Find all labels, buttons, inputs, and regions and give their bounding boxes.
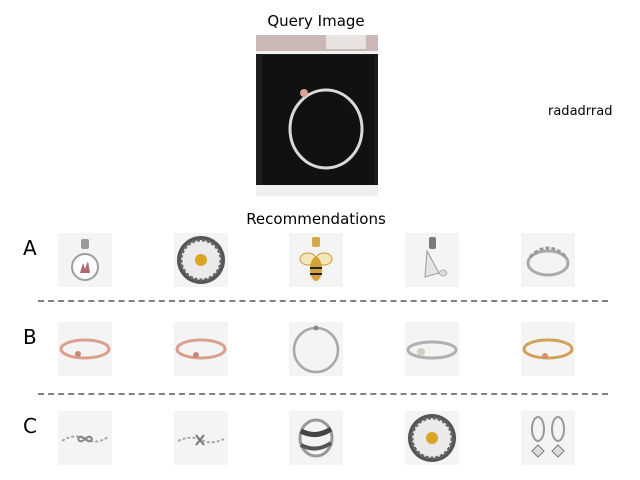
query-image	[256, 35, 378, 196]
daisy-charm-icon	[177, 236, 225, 284]
wrap-ring-icon	[298, 418, 334, 458]
gold-bangle-icon	[522, 338, 574, 360]
heart-dangle-charm-icon	[424, 237, 448, 278]
silver-bangle-icon	[292, 325, 340, 374]
silver-bangle-icon	[406, 340, 458, 360]
infinity-chain-bracelet-icon	[61, 435, 109, 443]
row-label-c: C	[23, 414, 37, 438]
rose-gold-bangle-icon	[59, 338, 111, 360]
recommendation-b-4[interactable]	[405, 322, 459, 376]
recommendation-c-2[interactable]	[174, 411, 228, 465]
user-label: radadrrad	[548, 104, 613, 119]
recommendation-b-5[interactable]	[521, 322, 575, 376]
recommendation-a-5[interactable]	[521, 233, 575, 287]
query-title: Query Image	[267, 12, 365, 30]
recommendation-c-1[interactable]	[58, 411, 112, 465]
recommendation-b-3[interactable]	[289, 322, 343, 376]
recommendation-c-3[interactable]	[289, 411, 343, 465]
recommendation-a-1[interactable]	[58, 233, 112, 287]
recommendation-a-3[interactable]	[289, 233, 343, 287]
row-divider-2	[38, 393, 608, 395]
row-label-a: A	[23, 236, 37, 260]
row-label-b: B	[23, 325, 37, 349]
row-divider-1	[38, 300, 608, 302]
pendant-charm-icon	[71, 239, 99, 281]
hoop-earrings-icon	[531, 416, 565, 458]
stacked-ring-icon	[526, 246, 570, 277]
bee-charm-icon	[299, 237, 333, 281]
recommendations-title: Recommendations	[246, 210, 386, 228]
recommendation-a-4[interactable]	[405, 233, 459, 287]
rose-gold-bangle-icon	[175, 338, 227, 360]
daisy-charm-icon	[408, 414, 456, 462]
recommendation-c-4[interactable]	[405, 411, 459, 465]
heart-chain-bracelet-icon	[177, 434, 225, 446]
recommendation-c-5[interactable]	[521, 411, 575, 465]
recommendation-b-2[interactable]	[174, 322, 228, 376]
recommendation-b-1[interactable]	[58, 322, 112, 376]
bracelet-in-box-photo-icon	[256, 35, 378, 196]
recommendation-a-2[interactable]	[174, 233, 228, 287]
